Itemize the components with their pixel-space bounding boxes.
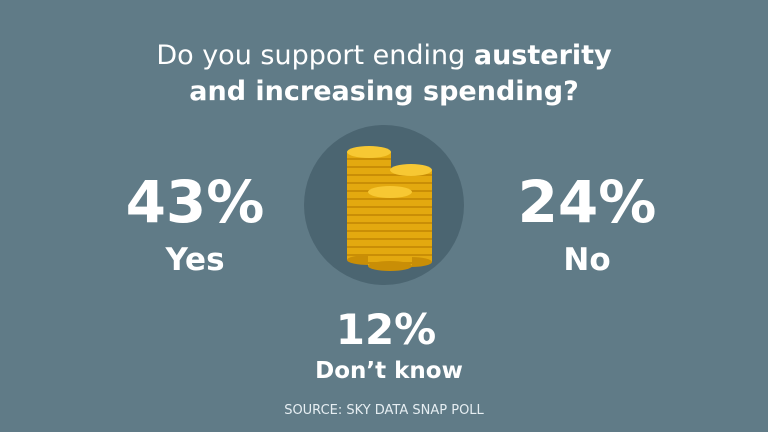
coins-icon — [304, 125, 464, 285]
result-value: 24% — [518, 168, 657, 236]
title-emphasis: austerity — [474, 40, 612, 71]
source: SOURCE: SKY DATA SNAP POLL — [284, 403, 484, 418]
title-lead: Do you support ending — [156, 40, 465, 71]
title-line-2: and increasing spending? — [189, 76, 579, 107]
result-value: 43% — [126, 168, 265, 236]
result-label: No — [563, 242, 610, 278]
title-line-1: Do you support ending austerity — [156, 40, 612, 71]
result-label: Yes — [164, 242, 224, 278]
result-label: Don’t know — [315, 358, 463, 384]
result-value: 12% — [336, 305, 437, 354]
